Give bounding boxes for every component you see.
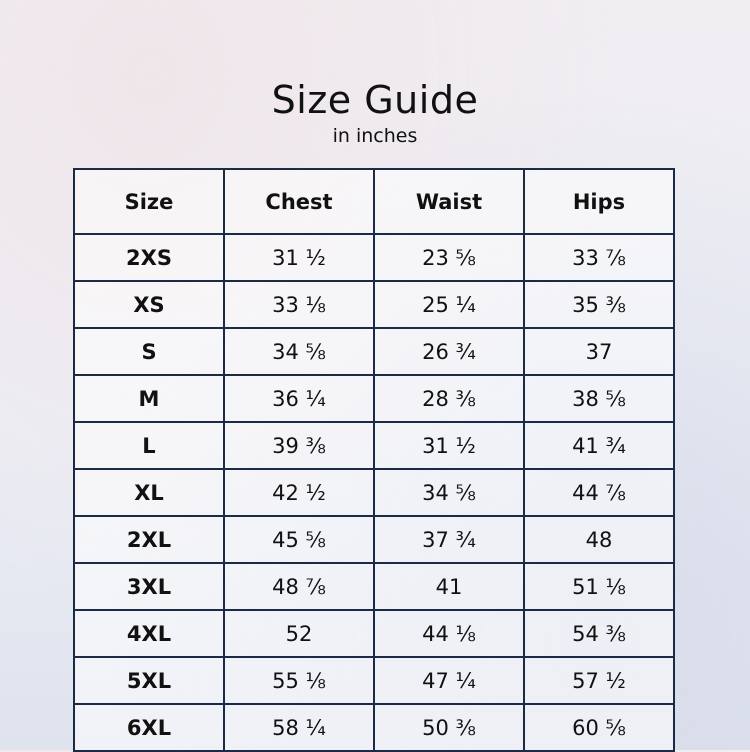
- measurement-cell: 34 ⅝: [223, 327, 375, 376]
- measurement-cell: 28 ⅜: [373, 374, 525, 423]
- measurement-cell: 37 ¾: [373, 515, 525, 564]
- measurement-cell: 39 ⅜: [223, 421, 375, 470]
- measurement-cell: 31 ½: [373, 421, 525, 470]
- measurement-cell: 33 ⅞: [523, 233, 675, 282]
- measurement-cell: 31 ½: [223, 233, 375, 282]
- measurement-cell: 33 ⅛: [223, 280, 375, 329]
- size-cell: XL: [73, 468, 225, 517]
- column-header-waist: Waist: [373, 168, 525, 235]
- column-header-hips: Hips: [523, 168, 675, 235]
- measurement-cell: 41: [373, 562, 525, 611]
- size-cell: 3XL: [73, 562, 225, 611]
- page-subtitle: in inches: [332, 125, 418, 147]
- table-header-row: Size Chest Waist Hips: [73, 168, 675, 235]
- column-header-chest: Chest: [223, 168, 375, 235]
- size-cell: 4XL: [73, 609, 225, 658]
- measurement-cell: 50 ⅜: [373, 703, 525, 752]
- measurement-cell: 42 ½: [223, 468, 375, 517]
- measurement-cell: 44 ⅛: [373, 609, 525, 658]
- size-table: Size Chest Waist Hips 2XS 31 ½ 23 ⅝ 33 ⅞ XS 33 ⅛…: [73, 168, 675, 752]
- table-row: 4XL 52 44 ⅛ 54 ⅜: [73, 609, 675, 658]
- measurement-cell: 51 ⅛: [523, 562, 675, 611]
- measurement-cell: 44 ⅞: [523, 468, 675, 517]
- measurement-cell: 34 ⅝: [373, 468, 525, 517]
- measurement-cell: 57 ½: [523, 656, 675, 705]
- measurement-cell: 48 ⅞: [223, 562, 375, 611]
- size-cell: M: [73, 374, 225, 423]
- measurement-cell: 26 ¾: [373, 327, 525, 376]
- size-cell: S: [73, 327, 225, 376]
- measurement-cell: 55 ⅛: [223, 656, 375, 705]
- column-header-size: Size: [73, 168, 225, 235]
- measurement-cell: 48: [523, 515, 675, 564]
- measurement-cell: 37: [523, 327, 675, 376]
- measurement-cell: 54 ⅜: [523, 609, 675, 658]
- measurement-cell: 23 ⅝: [373, 233, 525, 282]
- size-cell: XS: [73, 280, 225, 329]
- measurement-cell: 47 ¼: [373, 656, 525, 705]
- table-row: 2XL 45 ⅝ 37 ¾ 48: [73, 515, 675, 564]
- table-row: L 39 ⅜ 31 ½ 41 ¾: [73, 421, 675, 470]
- table-row: M 36 ¼ 28 ⅜ 38 ⅝: [73, 374, 675, 423]
- table-row: XS 33 ⅛ 25 ¼ 35 ⅜: [73, 280, 675, 329]
- size-cell: 2XS: [73, 233, 225, 282]
- measurement-cell: 41 ¾: [523, 421, 675, 470]
- measurement-cell: 25 ¼: [373, 280, 525, 329]
- measurement-cell: 58 ¼: [223, 703, 375, 752]
- measurement-cell: 38 ⅝: [523, 374, 675, 423]
- measurement-cell: 60 ⅝: [523, 703, 675, 752]
- size-cell: 6XL: [73, 703, 225, 752]
- page-title: Size Guide: [271, 78, 479, 122]
- table-row: XL 42 ½ 34 ⅝ 44 ⅞: [73, 468, 675, 517]
- size-cell: 2XL: [73, 515, 225, 564]
- table-row: 5XL 55 ⅛ 47 ¼ 57 ½: [73, 656, 675, 705]
- measurement-cell: 36 ¼: [223, 374, 375, 423]
- measurement-cell: 45 ⅝: [223, 515, 375, 564]
- size-cell: 5XL: [73, 656, 225, 705]
- table-row: 3XL 48 ⅞ 41 51 ⅛: [73, 562, 675, 611]
- measurement-cell: 52: [223, 609, 375, 658]
- table-row: S 34 ⅝ 26 ¾ 37: [73, 327, 675, 376]
- table-row: 2XS 31 ½ 23 ⅝ 33 ⅞: [73, 233, 675, 282]
- table-row: 6XL 58 ¼ 50 ⅜ 60 ⅝: [73, 703, 675, 752]
- size-cell: L: [73, 421, 225, 470]
- measurement-cell: 35 ⅜: [523, 280, 675, 329]
